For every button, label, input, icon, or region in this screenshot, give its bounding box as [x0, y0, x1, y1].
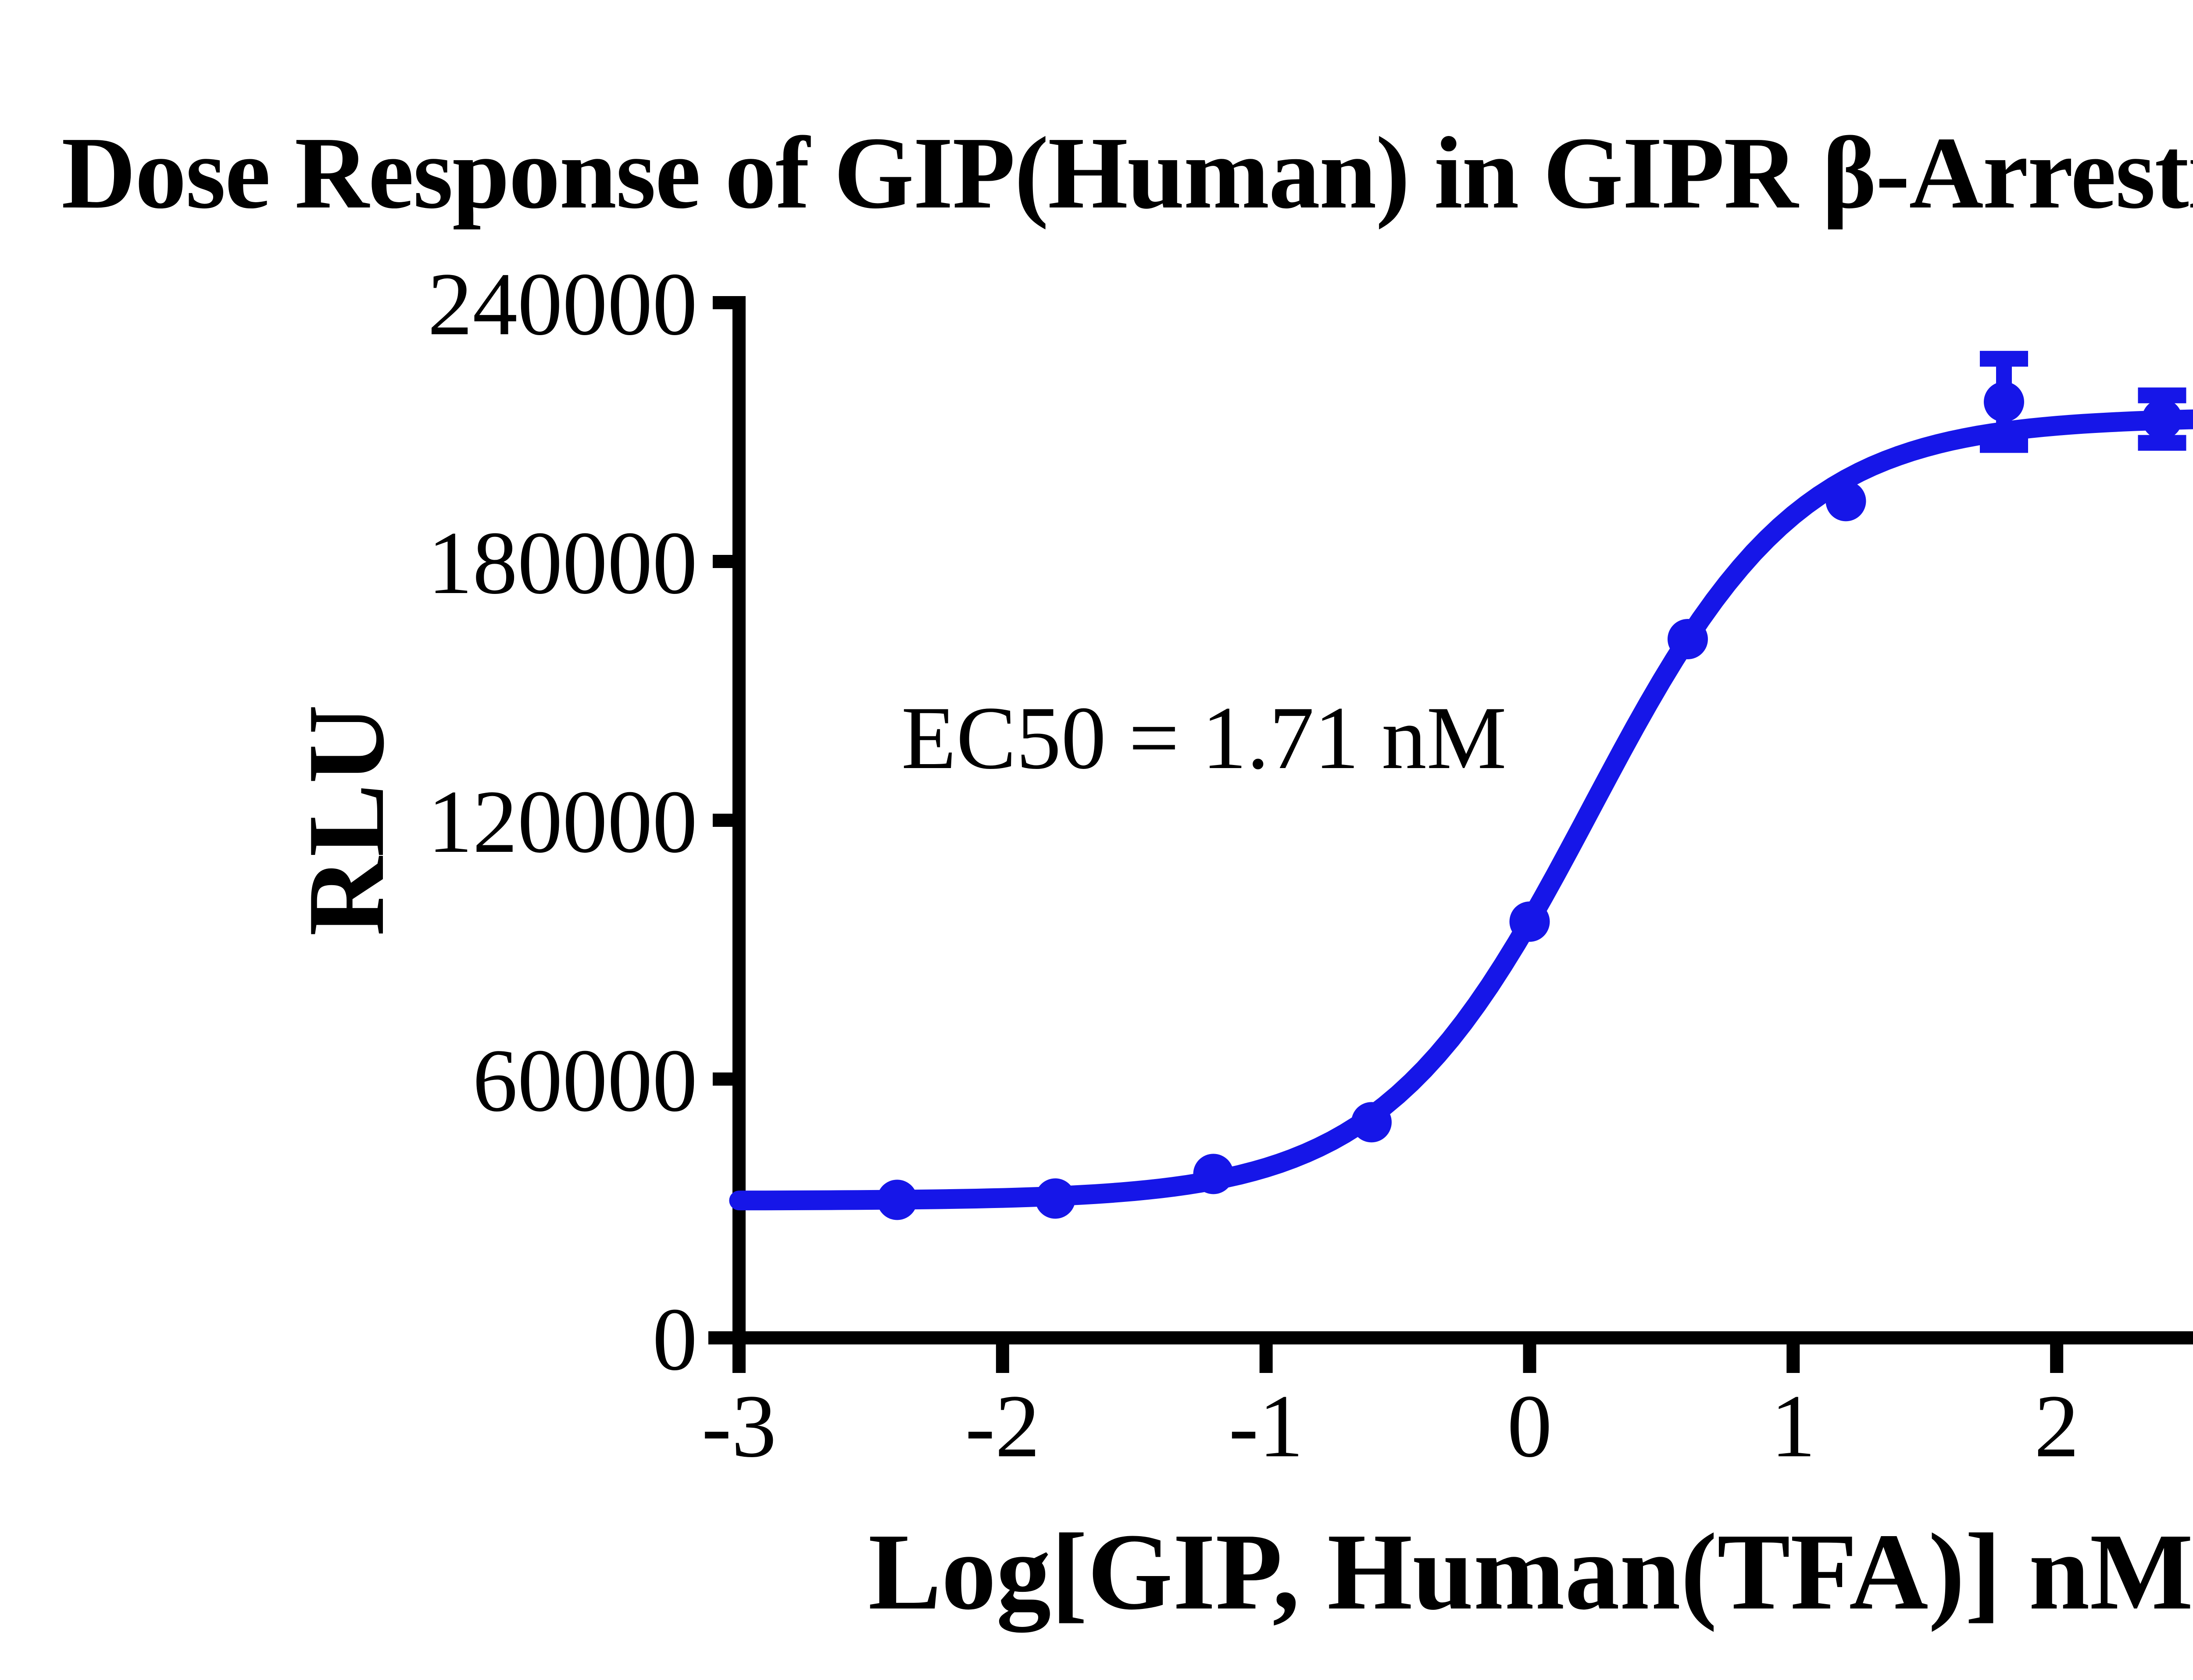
- data-point: [877, 1180, 918, 1220]
- x-tick-label-2: 2: [2034, 1376, 2079, 1476]
- y-tick-label-0: 0: [653, 1290, 698, 1389]
- x-tick-label--3: -3: [702, 1376, 777, 1476]
- data-point: [1984, 382, 2024, 422]
- x-tick-label--2: -2: [965, 1376, 1040, 1476]
- data-point: [2142, 399, 2182, 440]
- ec50-annotation: EC50 = 1.71 nM: [901, 688, 1507, 788]
- data-point: [1351, 1102, 1392, 1143]
- data-point: [1035, 1178, 1075, 1219]
- data-point: [1825, 481, 1866, 522]
- data-point: [1668, 619, 1708, 659]
- x-tick-label-1: 1: [1771, 1376, 1816, 1476]
- fit-curve: [729, 409, 2193, 1211]
- data-point: [1509, 901, 1550, 942]
- y-tick-label-240000: 240000: [428, 254, 697, 354]
- y-tick-label-60000: 60000: [473, 1031, 698, 1130]
- y-tick-label-180000: 180000: [428, 513, 697, 613]
- chart-title: Dose Response of GIP(Human) in GIPR β-Ar…: [61, 116, 2193, 230]
- data-point: [1193, 1154, 1234, 1194]
- x-tick-label-0: 0: [1507, 1376, 1552, 1476]
- y-tick-label-120000: 120000: [428, 772, 697, 872]
- x-tick-label--1: -1: [1229, 1376, 1304, 1476]
- x-axis-title: Log[GIP, Human(TFA)] nM: [868, 1511, 2193, 1633]
